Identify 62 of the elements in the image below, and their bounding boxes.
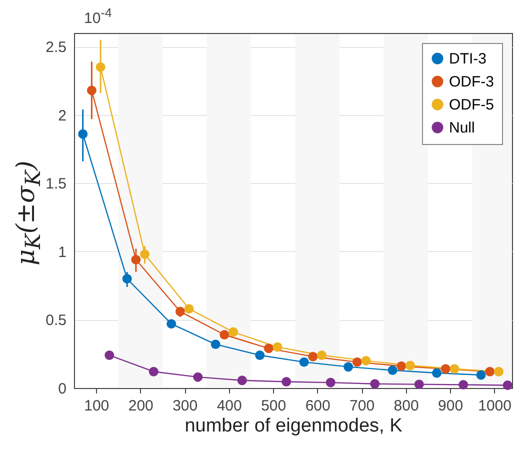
point [370, 379, 380, 389]
point [228, 327, 238, 337]
point [264, 344, 274, 354]
point [140, 249, 150, 259]
point [104, 350, 114, 360]
x-tick-label: 900 [438, 398, 464, 414]
point [485, 366, 495, 376]
point [220, 330, 230, 340]
point [308, 352, 318, 362]
x-tick-label: 700 [350, 398, 375, 414]
x-tick-label: 1000 [478, 398, 512, 414]
point [406, 360, 415, 370]
x-tick-label: 400 [216, 398, 242, 414]
x-tick-label: 800 [394, 398, 419, 414]
legend-label: Null [449, 120, 475, 136]
point [78, 129, 88, 139]
point [352, 357, 362, 367]
point [414, 380, 424, 390]
y-tick-label: 2 [58, 107, 66, 124]
point [272, 342, 282, 352]
legend-label: ODF-5 [449, 96, 494, 114]
point [440, 364, 450, 374]
point [255, 350, 265, 360]
point [148, 366, 158, 376]
point [458, 380, 468, 390]
point [282, 376, 292, 386]
point [166, 319, 176, 329]
point [344, 362, 354, 372]
point [175, 306, 185, 316]
y-tick-label: 0 [58, 380, 66, 398]
point [299, 357, 309, 367]
y-tick-label: 1 [58, 244, 66, 261]
point [86, 86, 96, 96]
point [193, 372, 203, 382]
x-axis-title: number of eigenmodes, K [184, 416, 403, 436]
y-tick-label: 2.5 [46, 39, 66, 56]
x-tick-label: 100 [84, 398, 110, 414]
point [396, 361, 406, 371]
y-tick-label: 0.5 [46, 312, 66, 330]
x-tick-label: 300 [172, 398, 198, 414]
point [502, 380, 512, 390]
point [131, 254, 141, 264]
point [184, 304, 194, 314]
point [361, 356, 371, 366]
point [122, 274, 132, 284]
x-tick-label: 600 [305, 398, 330, 414]
point [237, 376, 247, 386]
x-tick-label: 500 [261, 398, 286, 414]
point [494, 366, 504, 376]
y-tick-label: 1.5 [46, 176, 66, 193]
point [96, 62, 106, 72]
point [388, 366, 398, 375]
point [476, 370, 486, 380]
point [450, 364, 460, 374]
legend-label: DTI-3 [449, 50, 486, 68]
x-tick-label: 200 [128, 398, 154, 414]
point [317, 350, 326, 360]
point [210, 340, 220, 350]
text: 10$^{-4}$ [84, 6, 112, 27]
legend-label: ODF-3 [449, 74, 494, 90]
point [326, 378, 336, 388]
point [432, 368, 442, 378]
